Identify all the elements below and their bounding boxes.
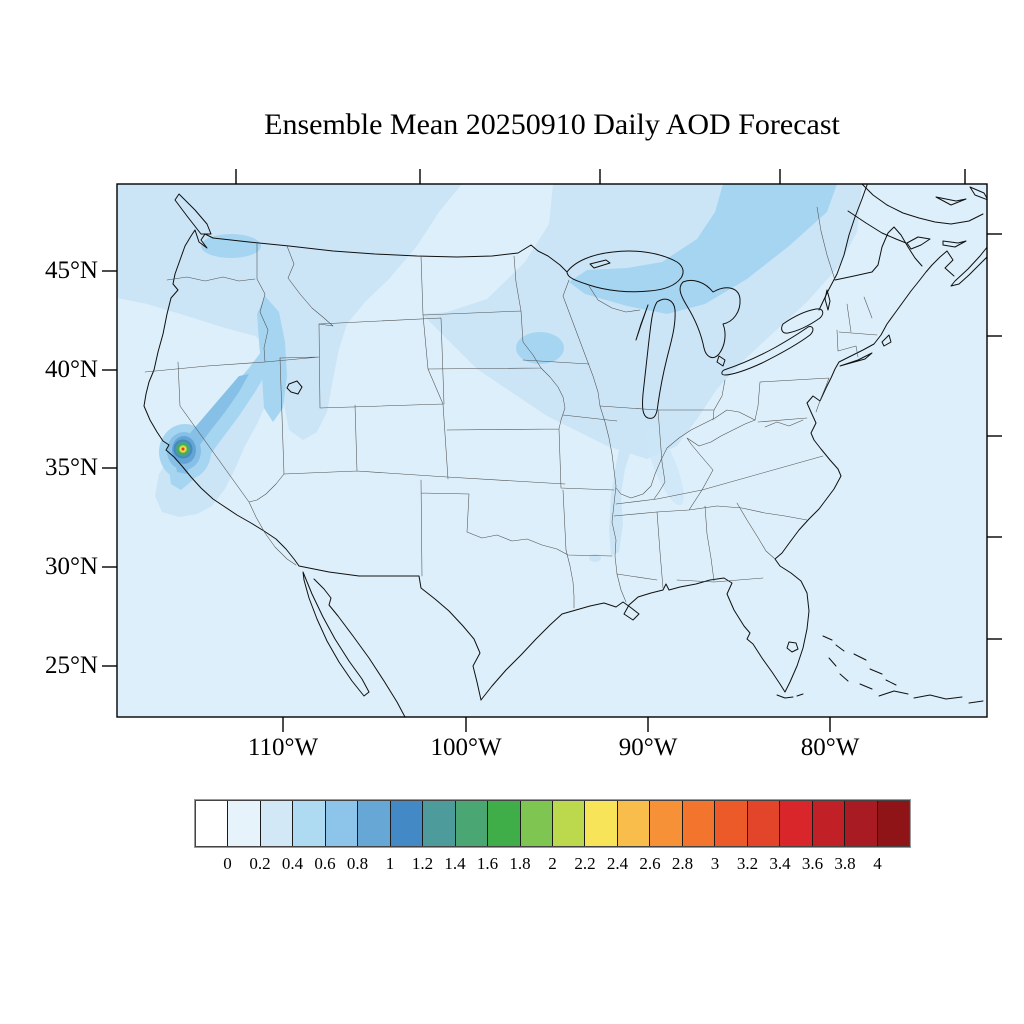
lat-tick-label: 30°N bbox=[44, 553, 98, 580]
st-lawrence-river bbox=[818, 184, 868, 311]
colorbar-tick-label: 3.2 bbox=[736, 854, 759, 873]
canada-border-east bbox=[834, 226, 923, 281]
state-borders bbox=[144, 206, 878, 609]
colorbar-cell bbox=[227, 801, 260, 846]
cape-cod bbox=[881, 334, 892, 347]
colorbar-cell bbox=[292, 801, 325, 846]
coastlines bbox=[143, 184, 987, 717]
colorbar-cell bbox=[616, 801, 650, 846]
colorbar-cell bbox=[487, 801, 520, 846]
colorbar-cell bbox=[389, 801, 423, 846]
map-area bbox=[97, 164, 1007, 737]
colorbar-tick-label: 2.4 bbox=[606, 854, 629, 873]
lat-tick-label: 35°N bbox=[44, 454, 98, 481]
lake-superior bbox=[566, 250, 684, 293]
colorbar-tick-label: 0.2 bbox=[249, 854, 271, 873]
colorbar-cell bbox=[876, 801, 909, 846]
lake-ontario bbox=[781, 289, 831, 334]
colorbar-cell bbox=[811, 801, 845, 846]
pacific-coast bbox=[143, 229, 300, 567]
bahamas bbox=[822, 635, 897, 690]
colorbar-cell bbox=[584, 801, 617, 846]
colorbar-cell bbox=[779, 801, 812, 846]
lat-tick-label: 25°N bbox=[44, 652, 98, 679]
lon-tick-label: 80°W bbox=[800, 734, 860, 761]
axis-ticks bbox=[102, 169, 1002, 732]
colorbar bbox=[194, 799, 911, 848]
gulf-atlantic-coast bbox=[480, 250, 948, 701]
colorbar-tick-label: 1.8 bbox=[509, 854, 531, 873]
colorbar-tick-label: 0.6 bbox=[314, 854, 336, 873]
colorbar-tick-label: 1.4 bbox=[444, 854, 466, 873]
colorbar-tick-label: 2 bbox=[548, 854, 557, 873]
colorbar-cell bbox=[844, 801, 877, 846]
lake-erie bbox=[721, 326, 814, 376]
colorbar-tick-label: 0 bbox=[223, 854, 232, 873]
mexico-border bbox=[298, 565, 482, 701]
colorbar-tick-label: 1 bbox=[385, 854, 395, 873]
colorbar-tick-label: 3.6 bbox=[801, 854, 824, 873]
colorbar-cell bbox=[324, 801, 358, 846]
lon-tick-label: 110°W bbox=[247, 734, 319, 761]
long-island bbox=[839, 352, 873, 367]
colorbar-cell bbox=[551, 801, 585, 846]
lon-tick-label: 100°W bbox=[430, 734, 502, 761]
colorbar-tick-label: 4 bbox=[873, 854, 882, 873]
colorbar-cell bbox=[357, 801, 390, 846]
map-svg bbox=[102, 169, 1002, 732]
colorbar-tick-label: 2.8 bbox=[671, 854, 694, 873]
colorbar-tick-label: 3.4 bbox=[769, 854, 791, 873]
colorbar-tick-label: 2.6 bbox=[639, 854, 661, 873]
great-salt-lake bbox=[286, 380, 303, 395]
colorbar-tick-label: 1.6 bbox=[476, 854, 499, 873]
colorbar-tick-label: 0.8 bbox=[346, 854, 369, 873]
colorbar-tick-label: 3.8 bbox=[834, 854, 856, 873]
california-aod-hotspot bbox=[175, 441, 191, 457]
cuba bbox=[878, 690, 984, 704]
colorbar-cell bbox=[681, 801, 715, 846]
florida-keys bbox=[776, 693, 804, 699]
colorbar-tick-label: 3 bbox=[710, 854, 720, 873]
colorbar-cell bbox=[259, 801, 293, 846]
lake-huron bbox=[679, 279, 741, 367]
baja-california bbox=[302, 571, 370, 697]
st-lawrence-shores bbox=[847, 184, 987, 244]
colorbar-cell bbox=[422, 801, 455, 846]
map-contours bbox=[117, 184, 987, 717]
colorbar-cell bbox=[454, 801, 488, 846]
colorbar-cell bbox=[649, 801, 682, 846]
lake-okeechobee bbox=[786, 641, 799, 653]
lat-tick-label: 40°N bbox=[44, 356, 98, 383]
map-frame bbox=[116, 183, 988, 718]
colorbar-tick-label: 2.2 bbox=[574, 854, 596, 873]
colorbar-cell bbox=[196, 801, 228, 846]
lon-tick-label: 90°W bbox=[618, 734, 678, 761]
colorbar-cell bbox=[746, 801, 780, 846]
colorbar-cell bbox=[519, 801, 552, 846]
canada-border-49th bbox=[212, 237, 568, 273]
colorbar-labels: 0 0.2 0.4 0.6 0.8 1 1.2 1.4 1.6 1.8 2 2.2 2.4 2.6 2.8 3… bbox=[195, 854, 910, 878]
plot-title: Ensemble Mean 20250910 Daily AOD Forecas… bbox=[264, 108, 840, 141]
lake-michigan bbox=[635, 298, 676, 419]
colorbar-cell bbox=[714, 801, 747, 846]
colorbar-tick-label: 1.2 bbox=[411, 854, 434, 873]
lat-tick-label: 45°N bbox=[44, 257, 98, 284]
colorbar-tick-label: 0.4 bbox=[281, 854, 304, 873]
hotspot-ring bbox=[182, 448, 184, 450]
mexico-mainland-coast bbox=[313, 578, 406, 717]
